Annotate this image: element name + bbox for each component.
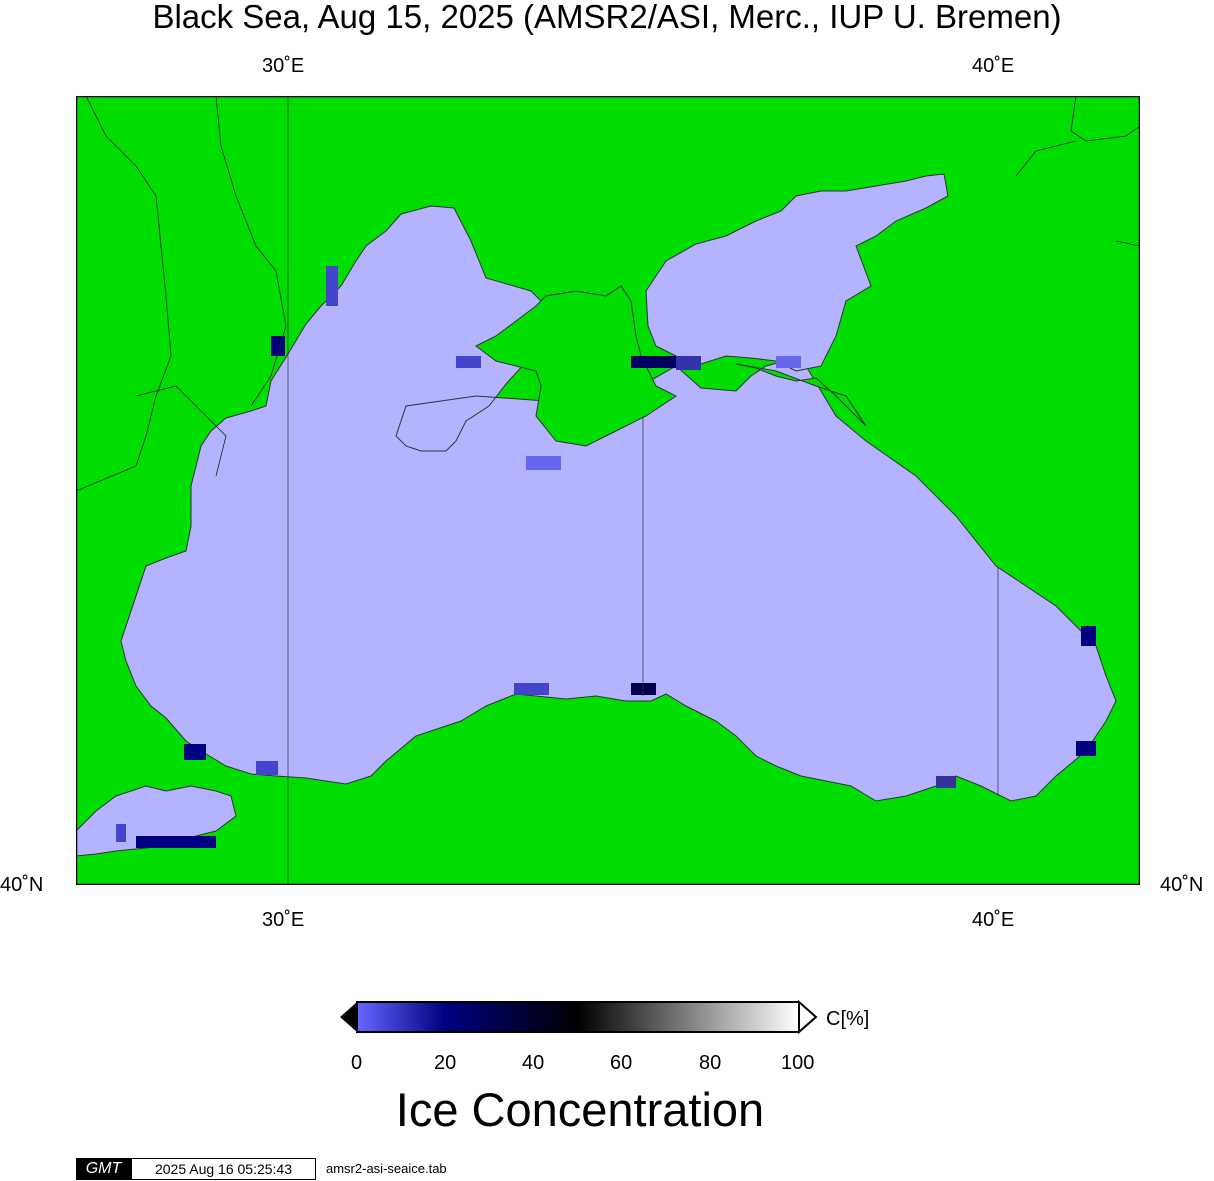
colorbar-tick-100: 100 (781, 1052, 815, 1074)
colorbar-tick-20: 20 (434, 1052, 457, 1074)
colorbar-unit-label: C[%] (826, 1008, 870, 1030)
lon-tick-top-40: 40˚E (972, 55, 1015, 77)
sea-of-azov-water (645, 173, 949, 372)
colorbar-tick-0: 0 (351, 1052, 363, 1074)
sea-ice-map (76, 96, 1140, 885)
timestamp: 2025 Aug 16 05:25:43 (131, 1158, 316, 1180)
lon-tick-top-30: 30˚E (262, 55, 305, 77)
colorbar-low-triangle (340, 1002, 357, 1032)
gmt-logo: GMT (76, 1158, 131, 1180)
map-title: Black Sea, Aug 15, 2025 (AMSR2/ASI, Merc… (152, 0, 1062, 35)
colorbar-title: Ice Concentration (395, 1083, 765, 1136)
crimea-peninsula (475, 285, 677, 447)
colorbar-tick-40: 40 (522, 1052, 545, 1074)
colorbar-tick-80: 80 (699, 1052, 722, 1074)
lon-tick-bottom-30: 30˚E (262, 909, 305, 931)
country-borders (76, 96, 1140, 492)
taman-peninsula (735, 363, 867, 427)
lat-tick-left-40: 40˚N (0, 874, 44, 896)
colorbar-ramp (356, 1001, 800, 1033)
colorbar-tick-60: 60 (610, 1052, 633, 1074)
lon-tick-bottom-40: 40˚E (972, 909, 1015, 931)
lat-tick-right-40: 40˚N (1160, 874, 1204, 896)
source-filename: amsr2-asi-seaice.tab (326, 1161, 447, 1176)
black-sea-water (120, 205, 1117, 802)
map-frame (76, 96, 1140, 885)
ice-pixels (116, 266, 1096, 848)
colorbar-high-triangle (798, 1000, 818, 1035)
colorbar (340, 1000, 818, 1035)
